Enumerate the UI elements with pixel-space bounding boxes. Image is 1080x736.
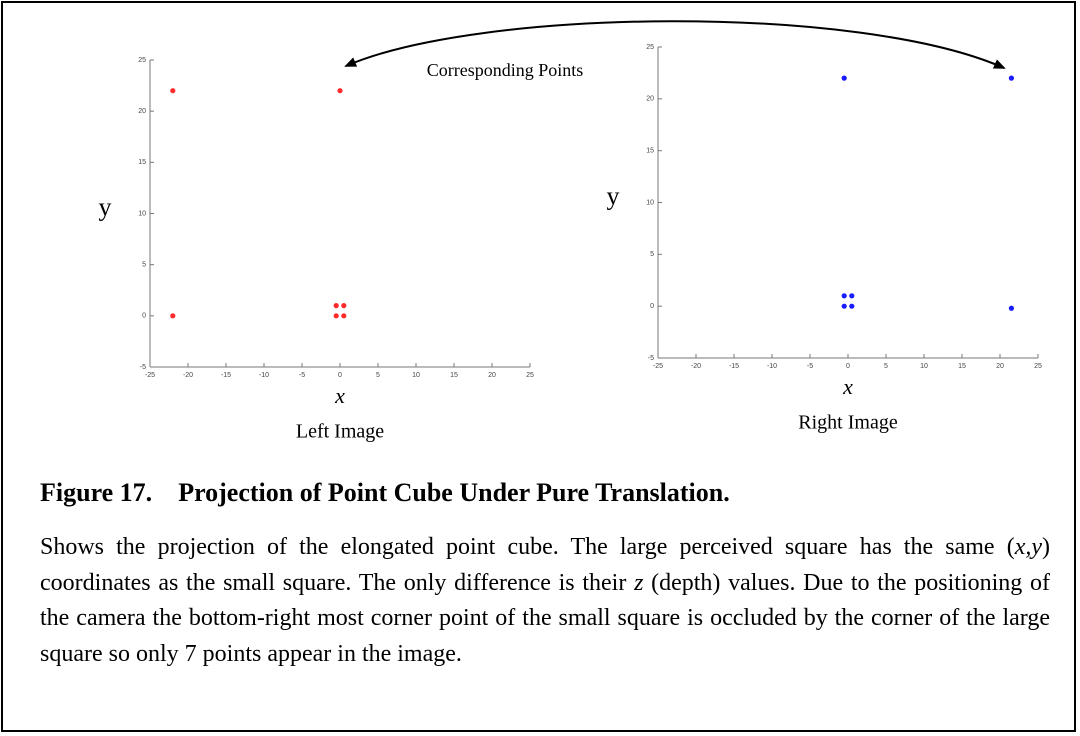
y-tick-label: 5	[650, 251, 654, 258]
x-tick-label: 20	[488, 372, 496, 379]
y-tick-label: 10	[138, 210, 146, 217]
point	[841, 293, 847, 299]
text: Shows the projection of the elongated po…	[40, 534, 1015, 560]
y-tick-label: 25	[646, 44, 654, 51]
point	[170, 313, 176, 319]
x-tick-label: 10	[412, 372, 420, 379]
y-tick-label: 15	[646, 148, 654, 155]
italic-text: x,y	[1014, 534, 1042, 560]
x-tick-label: -15	[729, 363, 739, 370]
point	[170, 88, 176, 94]
point	[1008, 305, 1015, 311]
chart-caption: Right Image	[798, 412, 898, 434]
point	[337, 88, 343, 94]
x-tick-label: -5	[807, 363, 813, 370]
y-tick-label: 0	[142, 313, 146, 320]
x-tick-label: -10	[767, 363, 777, 370]
point	[341, 313, 347, 319]
x-tick-label: 10	[920, 363, 928, 370]
body-text: Shows the projection of the elongated po…	[40, 530, 1050, 672]
x-tick-label: -5	[299, 372, 305, 379]
x-axis-label: x	[842, 374, 853, 399]
point	[841, 303, 847, 309]
x-tick-label: 5	[376, 372, 380, 379]
y-tick-label: 5	[142, 262, 146, 269]
figure-caption: Figure 17. Projection of Point Cube Unde…	[40, 478, 730, 508]
x-tick-label: -25	[145, 372, 155, 379]
point	[849, 293, 855, 299]
x-tick-label: -15	[221, 372, 231, 379]
y-tick-label: 15	[138, 159, 146, 166]
y-axis-label: y	[607, 181, 620, 210]
italic-text: z	[634, 569, 644, 596]
y-tick-label: 20	[646, 96, 654, 103]
chart-caption: Left Image	[296, 421, 384, 443]
x-tick-label: -20	[183, 372, 193, 379]
y-tick-label: 0	[650, 303, 654, 310]
y-tick-label: -5	[648, 355, 654, 362]
y-tick-label: 25	[138, 57, 146, 64]
y-axis-label: y	[99, 192, 112, 221]
x-tick-label: -10	[259, 372, 269, 379]
annotation: Corresponding Points	[427, 60, 584, 80]
y-tick-label: 20	[138, 108, 146, 115]
correspondence-arrow	[344, 20, 1006, 69]
y-tick-label: 10	[646, 199, 654, 206]
point	[841, 75, 847, 81]
x-tick-label: 20	[996, 363, 1004, 370]
x-tick-label: 0	[846, 363, 850, 370]
point	[333, 303, 339, 309]
text: (depth) values. Due to the positioning o…	[40, 569, 1050, 667]
figure-number: Figure 17.	[40, 478, 153, 507]
x-tick-label: 25	[526, 372, 534, 379]
figure-title: Projection of Point Cube Under Pure Tran…	[178, 478, 730, 507]
x-tick-label: 15	[958, 363, 966, 370]
point	[849, 303, 855, 309]
text: ) coordinates as the small square. The o…	[40, 534, 1050, 596]
point	[333, 313, 339, 319]
point	[1008, 75, 1015, 81]
x-tick-label: -20	[691, 363, 701, 370]
x-tick-label: 25	[1034, 363, 1042, 370]
x-tick-label: 5	[884, 363, 888, 370]
x-tick-label: 15	[450, 372, 458, 379]
y-tick-label: -5	[140, 364, 146, 371]
x-axis-label: x	[334, 383, 345, 408]
x-tick-label: 0	[338, 372, 342, 379]
point	[341, 303, 347, 309]
x-tick-label: -25	[653, 363, 663, 370]
